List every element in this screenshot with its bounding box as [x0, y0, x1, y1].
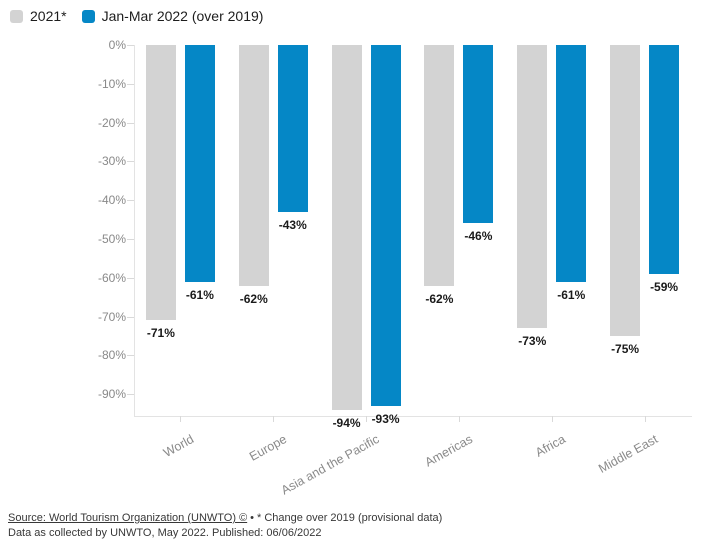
y-axis-tick-label: -50% — [97, 232, 126, 246]
value-label-jan-mar-2022-over-2019-europe: -43% — [278, 217, 307, 232]
x-axis-tick — [644, 415, 646, 422]
y-axis-tick — [127, 239, 134, 240]
y-axis-tick-label: -30% — [97, 154, 126, 169]
legend-label: 2021* — [30, 8, 67, 24]
bar-2021-middle-east — [610, 45, 641, 336]
bar-jan-mar-2022-over-2019-africa — [556, 45, 587, 282]
value-label-jan-mar-2022-over-2019-world: -61% — [185, 287, 214, 302]
value-label-jan-mar-2022-over-2019-asia-and-the-pacific: -93% — [371, 411, 400, 426]
bar-jan-mar-2022-over-2019-americas — [463, 45, 494, 224]
y-axis-tick-label: -20% — [97, 115, 126, 130]
bar-2021-asia-and-the-pacific — [331, 45, 362, 410]
y-axis-tick — [127, 45, 134, 46]
bar-jan-mar-2022-over-2019-asia-and-the-pacific — [370, 45, 401, 406]
y-axis-tick-label: -70% — [97, 309, 126, 324]
value-label-2021-americas: -62% — [425, 291, 454, 306]
x-axis-tick — [551, 415, 553, 422]
value-label-2021-africa: -73% — [518, 334, 547, 349]
value-label-2021-middle-east: -75% — [611, 342, 640, 356]
y-axis-tick — [127, 161, 134, 163]
bar-2021-world — [145, 45, 176, 321]
x-axis-label-africa: Africa — [532, 432, 568, 460]
y-axis-tick — [127, 394, 134, 396]
x-axis-label-middle-east: Middle East — [596, 432, 661, 476]
y-axis-tick-label: -90% — [97, 387, 126, 402]
footer-separator: • — [250, 512, 255, 524]
plot-area — [134, 45, 692, 417]
value-label-2021-world: -71% — [146, 326, 175, 341]
source-link[interactable]: Source: World Tourism Organization (UNWT… — [8, 512, 248, 524]
y-axis-tick-label: -80% — [97, 348, 126, 363]
chart-legend: 2021* Jan-Mar 2022 (over 2019) — [10, 9, 263, 24]
footer-note: * Change over 2019 (provisional data) — [257, 512, 443, 524]
value-label-2021-asia-and-the-pacific: -94% — [332, 415, 361, 430]
bar-2021-europe — [238, 45, 269, 286]
bar-jan-mar-2022-over-2019-world — [184, 45, 215, 282]
value-label-jan-mar-2022-over-2019-africa: -61% — [557, 287, 586, 302]
x-axis-label-europe: Europe — [246, 432, 290, 464]
y-axis-tick-label: -60% — [97, 270, 126, 285]
x-axis-tick — [180, 415, 182, 422]
y-axis-tick — [127, 355, 134, 357]
x-axis-tick — [273, 415, 275, 422]
footer: Source: World Tourism Organization (UNWT… — [8, 511, 442, 541]
y-axis-tick-label: 0% — [108, 38, 126, 52]
footer-line-1: Source: World Tourism Organization (UNWT… — [8, 511, 442, 526]
x-axis-tick — [458, 415, 460, 422]
x-axis-tick — [366, 415, 368, 422]
legend-swatch-jan-mar-2022-over-2019 — [81, 10, 95, 23]
x-axis-label-world: World — [161, 432, 197, 460]
bar-jan-mar-2022-over-2019-middle-east — [649, 45, 680, 274]
bar-2021-americas — [424, 45, 455, 286]
y-axis-tick — [127, 316, 134, 318]
y-axis-tick — [127, 200, 134, 202]
x-axis-label-americas: Americas — [422, 432, 475, 470]
y-axis-tick — [127, 83, 134, 85]
value-label-jan-mar-2022-over-2019-americas: -46% — [464, 229, 493, 244]
y-axis-tick — [127, 122, 134, 124]
value-label-2021-europe: -62% — [239, 291, 268, 306]
legend-item-2021: 2021* — [10, 9, 67, 24]
bar-jan-mar-2022-over-2019-europe — [277, 45, 308, 212]
y-axis-tick — [127, 277, 134, 279]
footer-line-2: Data as collected by UNWTO, May 2022. Pu… — [8, 527, 322, 539]
legend-item-jan-mar-2022-over-2019: Jan-Mar 2022 (over 2019) — [81, 8, 264, 24]
x-axis-label-asia-and-the-pacific: Asia and the Pacific — [279, 432, 382, 498]
legend-swatch-2021 — [10, 10, 23, 23]
legend-label: Jan-Mar 2022 (over 2019) — [101, 8, 264, 24]
y-axis-tick-label: -40% — [97, 193, 126, 208]
bar-2021-africa — [517, 45, 548, 329]
value-label-jan-mar-2022-over-2019-middle-east: -59% — [650, 279, 679, 294]
y-axis-tick-label: -10% — [97, 76, 126, 91]
